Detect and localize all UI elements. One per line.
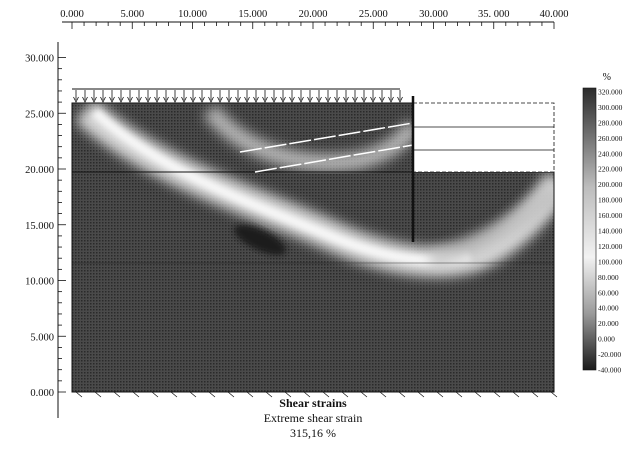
caption-value: 315,16 % [290, 426, 336, 440]
x-tick-label: 0.000 [60, 9, 84, 20]
legend-value: 120.000 [598, 242, 623, 251]
legend-value: 320.000 [598, 88, 623, 97]
legend-value: 180.000 [598, 196, 623, 205]
x-tick-label: 5.000 [120, 9, 144, 20]
legend-value: 140.000 [598, 227, 623, 236]
x-tick-label: 40.000 [540, 9, 569, 20]
y-tick-label: 5.000 [30, 332, 54, 343]
x-tick-label: 10.000 [178, 9, 207, 20]
legend-value: 80.000 [598, 273, 619, 282]
y-tick-label: 30.000 [25, 54, 54, 65]
shear-band-right [427, 182, 554, 270]
legend-value: 220.000 [598, 165, 623, 174]
legend-value: 200.000 [598, 180, 623, 189]
excavated-zone [412, 102, 555, 173]
shear-band-core [91, 108, 472, 266]
y-tick-label: 10.000 [25, 277, 54, 288]
legend-value: 260.000 [598, 134, 623, 143]
x-tick-label: 20.000 [299, 9, 328, 20]
legend-unit: % [603, 72, 611, 83]
anchor-2 [254, 144, 414, 173]
legend-value: 60.000 [598, 288, 619, 297]
y-tick-label: 20.000 [25, 165, 54, 176]
dark-spot [234, 225, 286, 255]
x-tick-label: 30.000 [419, 9, 448, 20]
legend-value: 300.000 [598, 103, 623, 112]
y-tick-label: 15.000 [25, 221, 54, 232]
legend-value: 280.000 [598, 118, 623, 127]
legend-value: 100.000 [598, 257, 623, 266]
legend: % 320.000 300.000 280.000 260.000 240.000 220… [582, 72, 623, 375]
surface-load [72, 88, 403, 103]
x-tick-label: 25.000 [359, 9, 388, 20]
bottom-boundary-ticks [75, 391, 558, 398]
anchor-1 [239, 122, 414, 153]
legend-bar [582, 87, 597, 371]
soil-domain [72, 103, 554, 392]
caption-title: Shear strains [279, 396, 347, 410]
legend-value: 160.000 [598, 211, 623, 220]
x-axis: 0.000 5.000 10.000 15.000 20.000 25.000 30.000… [60, 9, 568, 29]
caption-subtitle: Extreme shear strain [263, 411, 363, 425]
legend-value: -40.000 [598, 366, 621, 375]
shear-band-upper [202, 104, 421, 172]
legend-value: 240.000 [598, 149, 623, 158]
y-tick-label: 25.000 [25, 109, 54, 120]
y-tick-label: 0.000 [30, 388, 54, 399]
y-axis: 30.000 25.000 20.000 15.000 10.000 5.000 0.000 [25, 42, 66, 418]
legend-value: 0.000 [598, 335, 615, 344]
legend-value: -20.000 [598, 350, 621, 359]
x-tick-label: 15.000 [238, 9, 267, 20]
legend-value: 20.000 [598, 319, 619, 328]
legend-value: 40.000 [598, 304, 619, 313]
x-tick-label: 35. 000 [478, 9, 510, 20]
